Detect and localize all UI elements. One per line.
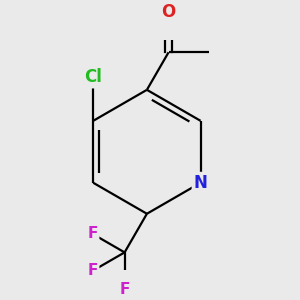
Text: F: F xyxy=(119,282,130,297)
Text: O: O xyxy=(161,3,176,21)
Text: F: F xyxy=(87,226,98,241)
Text: F: F xyxy=(87,263,98,278)
Text: N: N xyxy=(194,174,208,192)
Text: Cl: Cl xyxy=(84,68,102,86)
